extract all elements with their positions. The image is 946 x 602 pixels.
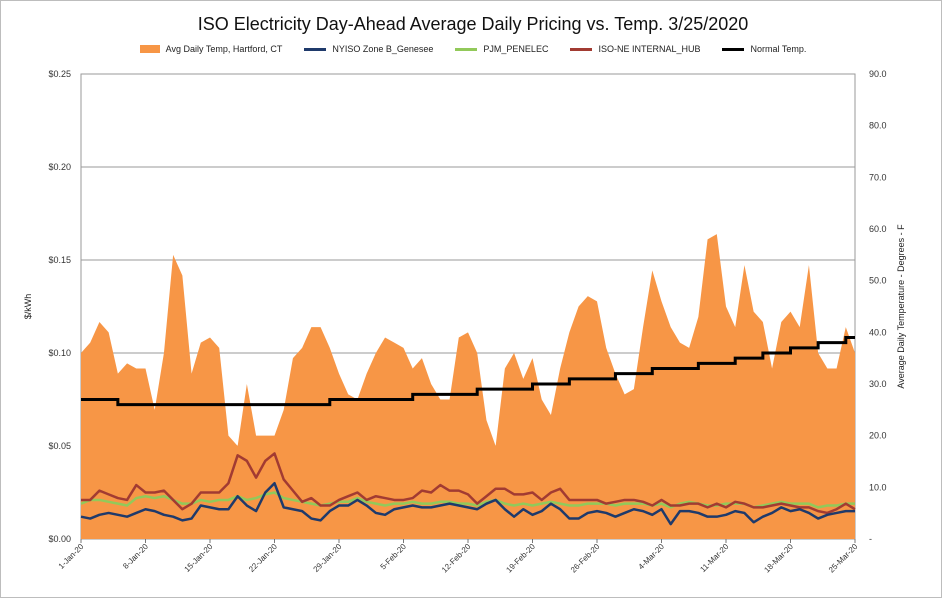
legend-item-pjm: PJM_PENELEC [455,44,548,54]
y2-tick-label: 80.0 [869,121,887,131]
y-tick-label: $0.15 [48,255,71,265]
legend-label-temp: Avg Daily Temp, Hartford, CT [165,44,283,54]
y-tick-label: $0.10 [48,348,71,358]
x-tick-label: 18-Mar-20 [762,542,795,575]
y2-tick-label: - [869,534,872,544]
x-tick-label: 19-Feb-20 [504,542,537,575]
legend-item-nyiso: NYISO Zone B_Genesee [304,44,433,54]
series-area-temp [81,234,855,540]
x-tick-label: 8-Jan-20 [121,542,150,571]
x-tick-label: 15-Jan-20 [183,542,215,574]
legend-swatch-normal [722,47,745,51]
legend: Avg Daily Temp, Hartford, CT NYISO Zone … [0,44,946,54]
legend-swatch-nyiso [304,47,327,51]
series-line-isone [81,452,856,515]
series-line-normal [81,336,855,407]
x-tick-label: 4-Mar-20 [637,542,667,572]
legend-swatch-isone [570,47,593,51]
x-tick-label: 5-Feb-20 [379,542,409,572]
y2-tick-label: 60.0 [869,224,887,234]
y2-axis-label: Average Daily Temperature - Degrees - F [896,224,906,389]
x-tick-label: 11-Mar-20 [698,542,730,574]
series-line-nyiso [80,481,855,526]
legend-label-nyiso: NYISO Zone B_Genesee [332,44,434,54]
legend-label-normal: Normal Temp. [750,44,807,54]
legend-swatch-pjm [455,47,478,51]
series-line-pjm [80,491,855,509]
legend-item-isone: ISO-NE INTERNAL_HUB [570,44,700,54]
y2-tick-label: 10.0 [869,482,887,492]
y-axis-label: $/kWh [23,294,33,320]
y-tick-label: $0.25 [48,69,71,79]
y-tick-label: $0.05 [48,441,71,451]
legend-item-normal: Normal Temp. [722,44,806,54]
chart-title: ISO Electricity Day-Ahead Average Daily … [197,14,749,34]
y2-tick-label: 50.0 [869,276,887,286]
y-tick-label: $0.20 [48,162,71,172]
x-tick-label: 25-Mar-20 [827,542,860,575]
x-tick-label: 1-Jan-20 [57,542,86,571]
x-tick-label: 22-Jan-20 [247,542,279,574]
y-tick-label: $0.00 [48,534,71,544]
legend-label-pjm: PJM_PENELEC [483,44,549,54]
x-tick-label: 12-Feb-20 [440,542,473,575]
legend-label-isone: ISO-NE INTERNAL_HUB [598,44,701,54]
y2-tick-label: 70.0 [869,172,887,182]
x-tick-label: 29-Jan-20 [312,542,344,574]
y2-tick-label: 40.0 [869,327,887,337]
y2-tick-label: 20.0 [869,431,887,441]
legend-swatch-temp [139,45,160,53]
legend-item-temp: Avg Daily Temp, Hartford, CT [139,44,283,54]
y2-tick-label: 30.0 [869,379,887,389]
y2-tick-label: 90.0 [869,69,887,79]
x-tick-label: 26-Feb-20 [569,542,602,575]
